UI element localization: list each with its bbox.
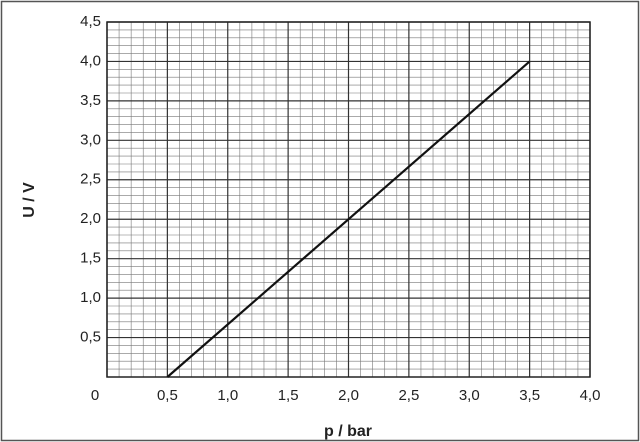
y-tick-label: 3,0: [80, 131, 101, 148]
y-tick-label: 1,0: [80, 289, 101, 306]
y-tick-label: 0,5: [80, 329, 101, 346]
x-axis-label: p / bar: [324, 423, 372, 440]
y-tick-label: 4,0: [80, 52, 101, 69]
x-tick-label: 1,5: [278, 387, 299, 404]
x-tick-label: 0: [91, 387, 99, 404]
y-tick-label: 4,5: [80, 13, 101, 30]
x-tick-label: 3,5: [519, 387, 540, 404]
y-tick-label: 2,5: [80, 171, 101, 188]
x-tick-label: 2,5: [398, 387, 419, 404]
y-tick-label: 3,5: [80, 92, 101, 109]
plot-border: [106, 21, 591, 378]
x-tick-label: 0,5: [157, 387, 178, 404]
x-tick-label: 1,0: [217, 387, 238, 404]
x-tick-label: 4,0: [580, 387, 601, 404]
data-line: [166, 60, 531, 378]
y-tick-label: 2,0: [80, 210, 101, 227]
x-tick-label: 3,0: [459, 387, 480, 404]
y-axis-label: U / V: [21, 182, 38, 218]
y-tick-label: 1,5: [80, 250, 101, 267]
x-tick-label: 2,0: [338, 387, 359, 404]
